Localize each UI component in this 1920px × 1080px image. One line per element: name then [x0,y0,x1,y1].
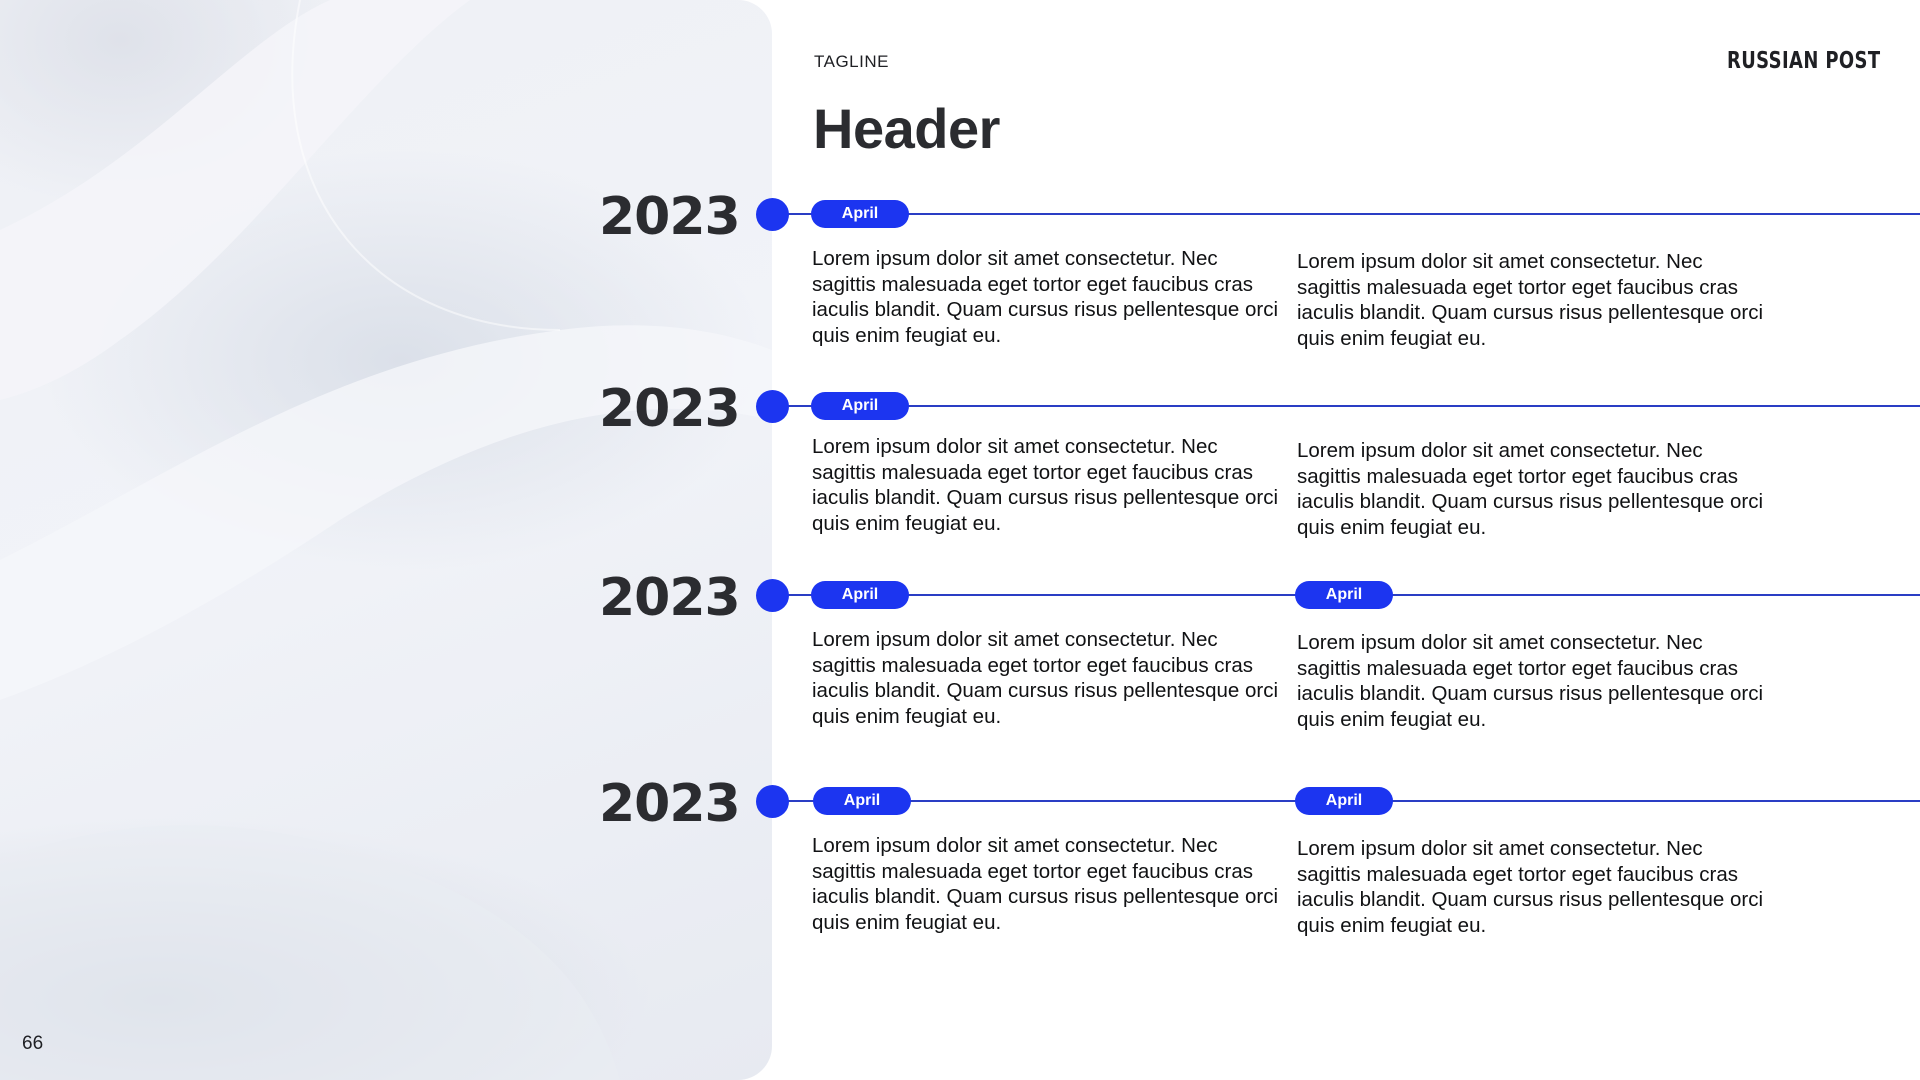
timeline-description: Lorem ipsum dolor sit amet consectetur. … [1297,631,1764,732]
timeline-dot [756,579,789,612]
month-badge: April [1295,787,1393,815]
timeline-description: Lorem ipsum dolor sit amet consectetur. … [812,834,1279,935]
month-badge: April [1295,581,1393,609]
month-badge: April [811,200,909,228]
timeline-description: Lorem ipsum dolor sit amet consectetur. … [812,628,1279,729]
timeline-dot [756,198,789,231]
timeline-year: 2023 [599,774,741,834]
timeline-year: 2023 [599,187,741,247]
timeline-line [772,213,1920,215]
wave-decoration [0,0,772,1080]
timeline-dot [756,390,789,423]
timeline-description: Lorem ipsum dolor sit amet consectetur. … [1297,837,1764,938]
timeline-description: Lorem ipsum dolor sit amet consectetur. … [1297,250,1764,351]
timeline-line [772,405,1920,407]
page-title: Header [813,97,1000,160]
month-badge: April [811,392,909,420]
russian-post-logo: RUSSIAN POST [1727,48,1881,74]
timeline-description: Lorem ipsum dolor sit amet consectetur. … [812,435,1279,536]
tagline: TAGLINE [814,52,889,71]
background-wave-panel [0,0,772,1080]
timeline-dot [756,785,789,818]
timeline-year: 2023 [599,568,741,628]
timeline-description: Lorem ipsum dolor sit amet consectetur. … [1297,439,1764,540]
month-badge: April [811,581,909,609]
timeline-description: Lorem ipsum dolor sit amet consectetur. … [812,247,1279,348]
page-number: 66 [22,1033,44,1054]
timeline-year: 2023 [599,379,741,439]
month-badge: April [813,787,911,815]
